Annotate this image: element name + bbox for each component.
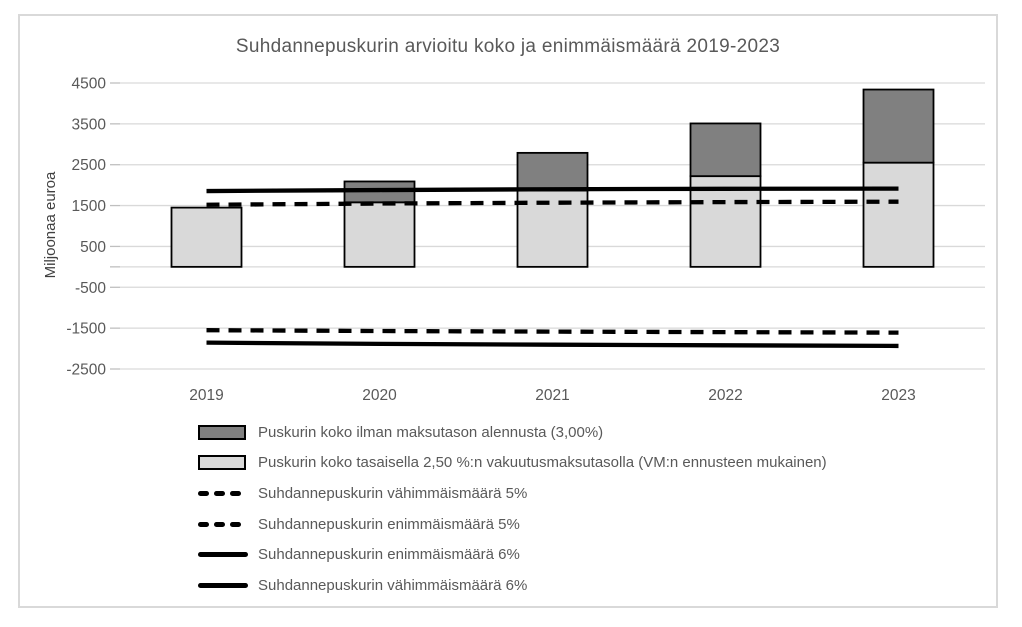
bar-2020-light xyxy=(343,201,416,268)
y-axis-tick-label: 2500 xyxy=(72,157,107,174)
legend-item-max-5pct: Suhdannepuskurin enimmäismäärä 5% xyxy=(198,509,827,540)
legend-swatch-solid-line xyxy=(198,582,252,588)
x-axis-category-label: 2019 xyxy=(189,387,223,404)
bar-2022-dark xyxy=(689,122,762,178)
legend-item-buffer-no-reduction: Puskurin koko ilman maksutason alennusta… xyxy=(198,417,827,448)
legend-label: Suhdannepuskurin vähimmäismäärä 5% xyxy=(258,484,528,502)
y-axis-tick-label: -2500 xyxy=(66,362,106,379)
bar-2021-dark xyxy=(516,151,589,192)
y-axis-tick-label: 3500 xyxy=(72,116,107,133)
legend-label: Suhdannepuskurin enimmäismäärä 6% xyxy=(258,546,520,564)
bar-2022-light xyxy=(689,175,762,268)
line-series-0 xyxy=(206,328,899,335)
y-axis-tick-label: -500 xyxy=(75,280,106,297)
chart-frame xyxy=(18,14,998,608)
legend-item-min-5pct: Suhdannepuskurin vähimmäismäärä 5% xyxy=(198,478,827,509)
legend-swatch-solid-line xyxy=(198,552,252,558)
x-axis-category-label: 2023 xyxy=(881,387,915,404)
legend-label: Suhdannepuskurin vähimmäismäärä 6% xyxy=(258,576,528,594)
bar-2019-light xyxy=(170,206,243,268)
legend-item-max-6pct: Suhdannepuskurin enimmäismäärä 6% xyxy=(198,539,827,570)
legend-label: Puskurin koko ilman maksutason alennusta… xyxy=(258,423,604,441)
line-series-2 xyxy=(206,186,899,194)
line-series-1 xyxy=(206,199,899,207)
legend-item-min-6pct: Suhdannepuskurin vähimmäismäärä 6% xyxy=(198,570,827,601)
chart-legend: Puskurin koko ilman maksutason alennusta… xyxy=(198,417,827,601)
x-axis-category-label: 2022 xyxy=(708,387,742,404)
bar-2023-dark xyxy=(862,88,935,164)
y-axis-tick-label: 4500 xyxy=(72,76,107,93)
legend-item-buffer-flat-rate: Puskurin koko tasaisella 2,50 %:n vakuut… xyxy=(198,448,827,479)
legend-swatch-dashed-line xyxy=(198,490,252,496)
bar-2021-light xyxy=(516,189,589,268)
legend-label: Puskurin koko tasaisella 2,50 %:n vakuut… xyxy=(258,454,827,472)
legend-swatch-dark-bar xyxy=(198,424,252,440)
x-axis-category-label: 2020 xyxy=(362,387,397,404)
y-axis-tick-label: 500 xyxy=(80,239,106,256)
y-axis-tick-label: 1500 xyxy=(72,198,107,215)
x-axis-category-label: 2021 xyxy=(535,387,569,404)
legend-label: Suhdannepuskurin enimmäismäärä 5% xyxy=(258,515,520,533)
bar-2023-light xyxy=(862,161,935,268)
legend-swatch-light-bar xyxy=(198,455,252,471)
legend-swatch-dashed-line xyxy=(198,521,252,527)
chart-title: Suhdannepuskurin arvioitu koko ja enimmä… xyxy=(235,36,781,57)
line-series-3 xyxy=(206,340,899,349)
y-axis-tick-label: -1500 xyxy=(66,321,106,338)
